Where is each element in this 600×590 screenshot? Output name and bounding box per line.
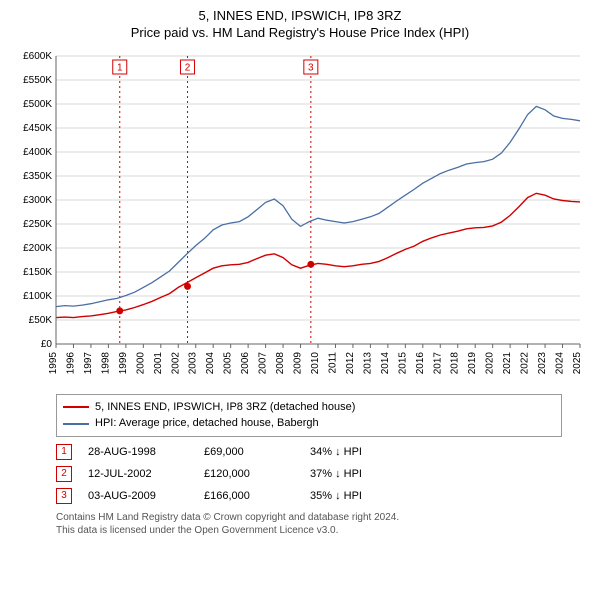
- transaction-row: 1 28-AUG-1998 £69,000 34% ↓ HPI: [56, 441, 562, 463]
- svg-text:2001: 2001: [153, 351, 164, 374]
- legend-label: 5, INNES END, IPSWICH, IP8 3RZ (detached…: [95, 399, 355, 416]
- transaction-date: 28-AUG-1998: [88, 446, 188, 458]
- transaction-price: £166,000: [204, 490, 294, 502]
- svg-text:1998: 1998: [100, 351, 111, 374]
- svg-text:2023: 2023: [537, 351, 548, 374]
- transaction-diff: 34% ↓ HPI: [310, 446, 362, 458]
- svg-text:2020: 2020: [485, 351, 496, 374]
- svg-text:2002: 2002: [170, 351, 181, 374]
- svg-text:£0: £0: [41, 339, 53, 350]
- transaction-badge: 3: [56, 488, 72, 504]
- transactions-table: 1 28-AUG-1998 £69,000 34% ↓ HPI 2 12-JUL-2002…: [56, 441, 562, 507]
- transaction-row: 3 03-AUG-2009 £166,000 35% ↓ HPI: [56, 485, 562, 507]
- svg-text:1995: 1995: [48, 351, 59, 374]
- svg-text:2011: 2011: [327, 351, 338, 373]
- legend-item: 5, INNES END, IPSWICH, IP8 3RZ (detached…: [63, 399, 555, 416]
- transaction-price: £120,000: [204, 468, 294, 480]
- svg-text:2017: 2017: [432, 351, 443, 374]
- svg-text:2009: 2009: [293, 351, 304, 374]
- svg-text:£600K: £600K: [23, 51, 52, 62]
- svg-text:2016: 2016: [415, 351, 426, 374]
- svg-text:2005: 2005: [223, 351, 234, 374]
- svg-text:2004: 2004: [205, 351, 216, 374]
- page-subtitle: Price paid vs. HM Land Registry's House …: [8, 25, 592, 42]
- svg-text:1999: 1999: [118, 351, 129, 374]
- svg-text:1: 1: [117, 62, 123, 73]
- svg-text:1996: 1996: [65, 351, 76, 374]
- price-chart: £0 £50K £100K £150K £200K £250K £300K £350K £400…: [8, 48, 592, 388]
- svg-text:2006: 2006: [240, 351, 251, 374]
- svg-text:2019: 2019: [467, 351, 478, 374]
- svg-text:2014: 2014: [380, 351, 391, 374]
- svg-text:3: 3: [308, 62, 314, 73]
- transaction-row: 2 12-JUL-2002 £120,000 37% ↓ HPI: [56, 463, 562, 485]
- svg-text:£50K: £50K: [29, 315, 53, 326]
- transaction-price: £69,000: [204, 446, 294, 458]
- transaction-diff: 37% ↓ HPI: [310, 468, 362, 480]
- svg-text:2024: 2024: [555, 351, 566, 374]
- svg-text:£500K: £500K: [23, 99, 52, 110]
- svg-text:£100K: £100K: [23, 291, 52, 302]
- svg-text:£350K: £350K: [23, 171, 52, 182]
- svg-text:£550K: £550K: [23, 75, 52, 86]
- transaction-date: 03-AUG-2009: [88, 490, 188, 502]
- svg-text:2018: 2018: [450, 351, 461, 374]
- legend-label: HPI: Average price, detached house, Babe…: [95, 415, 319, 432]
- svg-text:2012: 2012: [345, 351, 356, 374]
- legend: 5, INNES END, IPSWICH, IP8 3RZ (detached…: [56, 394, 562, 437]
- footnote-line: This data is licensed under the Open Gov…: [56, 524, 562, 537]
- footnote-line: Contains HM Land Registry data © Crown c…: [56, 511, 562, 524]
- svg-text:2008: 2008: [275, 351, 286, 374]
- svg-text:2000: 2000: [135, 351, 146, 374]
- svg-text:2015: 2015: [397, 351, 408, 374]
- svg-text:2013: 2013: [362, 351, 373, 374]
- transaction-diff: 35% ↓ HPI: [310, 490, 362, 502]
- chart-svg: £0 £50K £100K £150K £200K £250K £300K £350K £400…: [8, 48, 592, 388]
- svg-text:1997: 1997: [83, 351, 94, 374]
- svg-text:2025: 2025: [572, 351, 583, 374]
- footnote: Contains HM Land Registry data © Crown c…: [56, 511, 562, 537]
- svg-text:2003: 2003: [188, 351, 199, 374]
- svg-text:2010: 2010: [310, 351, 321, 374]
- transaction-badge: 1: [56, 444, 72, 460]
- legend-swatch: [63, 406, 89, 408]
- svg-text:2: 2: [185, 62, 191, 73]
- svg-text:£400K: £400K: [23, 147, 52, 158]
- transaction-date: 12-JUL-2002: [88, 468, 188, 480]
- svg-text:2022: 2022: [520, 351, 531, 374]
- svg-text:£200K: £200K: [23, 243, 52, 254]
- svg-text:£150K: £150K: [23, 267, 52, 278]
- svg-text:2007: 2007: [258, 351, 269, 374]
- svg-text:£250K: £250K: [23, 219, 52, 230]
- page-title: 5, INNES END, IPSWICH, IP8 3RZ: [8, 8, 592, 25]
- svg-text:£300K: £300K: [23, 195, 52, 206]
- legend-swatch: [63, 423, 89, 425]
- svg-text:£450K: £450K: [23, 123, 52, 134]
- svg-text:2021: 2021: [502, 351, 513, 374]
- legend-item: HPI: Average price, detached house, Babe…: [63, 415, 555, 432]
- transaction-badge: 2: [56, 466, 72, 482]
